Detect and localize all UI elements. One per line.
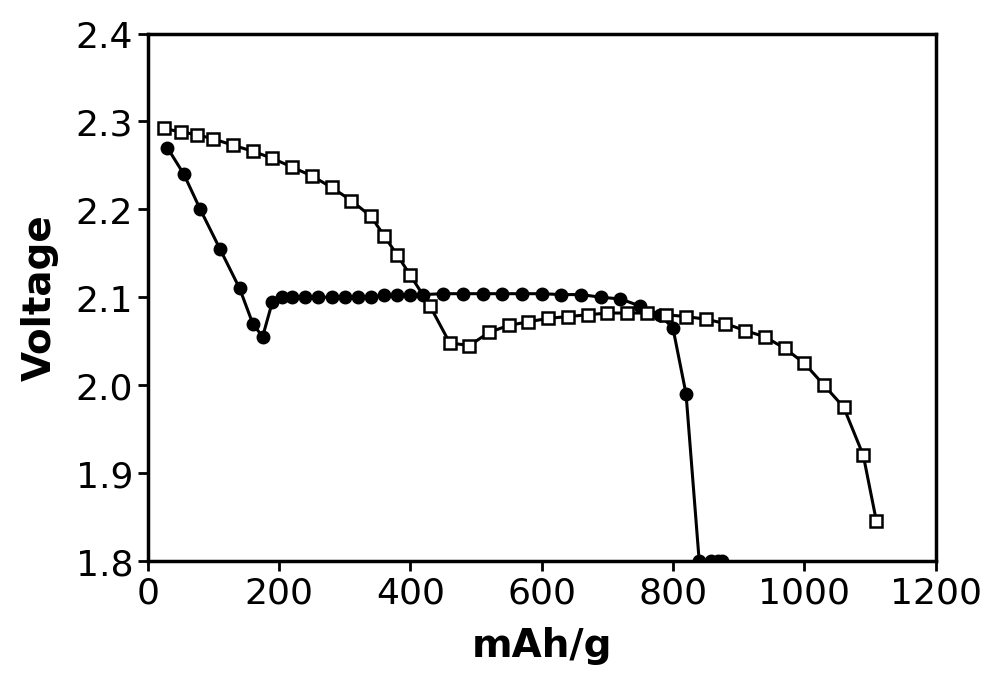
X-axis label: mAh/g: mAh/g [471,626,611,664]
Y-axis label: Voltage: Voltage [21,214,59,381]
